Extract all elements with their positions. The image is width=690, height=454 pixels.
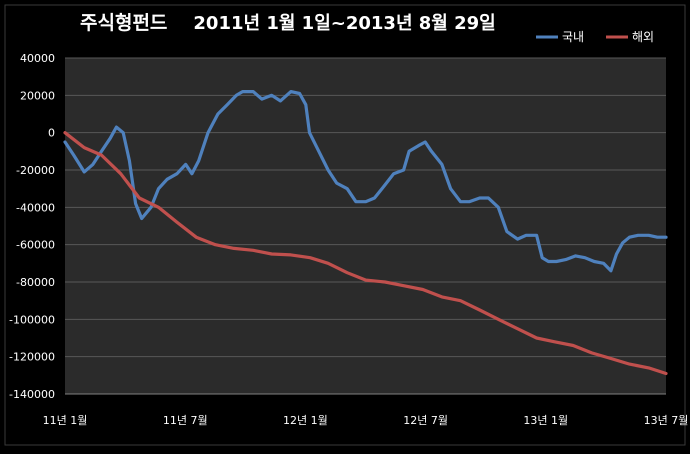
plot-area [65, 58, 666, 394]
chart-subtitle: 2011년 1월 1일~2013년 8월 29일 [193, 13, 496, 34]
y-tick-label: 0 [48, 127, 55, 140]
x-tick-label: 12년 1월 [283, 414, 328, 427]
x-tick-label: 12년 7월 [403, 414, 448, 427]
y-tick-label: -120000 [9, 351, 55, 364]
chart-area-border [4, 4, 686, 446]
x-tick-label: 13년 1월 [523, 414, 568, 427]
legend-label: 해외 [632, 30, 654, 44]
series-line [63, 131, 668, 376]
y-tick-label: -100000 [9, 313, 55, 326]
chart-title-text: 주식형펀드 [80, 12, 168, 34]
y-tick-label: -140000 [9, 388, 55, 401]
y-tick-label: 40000 [20, 52, 55, 65]
legend-label: 국내 [562, 30, 584, 44]
chart-title: 주식형펀드 2011년 1월 1일~2013년 8월 29일 [80, 8, 496, 35]
series-line [63, 90, 668, 273]
y-tick-label: -40000 [16, 201, 55, 214]
x-tick-label: 11년 7월 [163, 414, 208, 427]
y-tick-label: 20000 [20, 89, 55, 102]
x-tick-label: 11년 1월 [43, 414, 88, 427]
y-tick-label: -60000 [16, 239, 55, 252]
y-tick-label: -20000 [16, 164, 55, 177]
y-tick-label: -80000 [16, 276, 55, 289]
x-tick-label: 13년 7월 [644, 414, 689, 427]
